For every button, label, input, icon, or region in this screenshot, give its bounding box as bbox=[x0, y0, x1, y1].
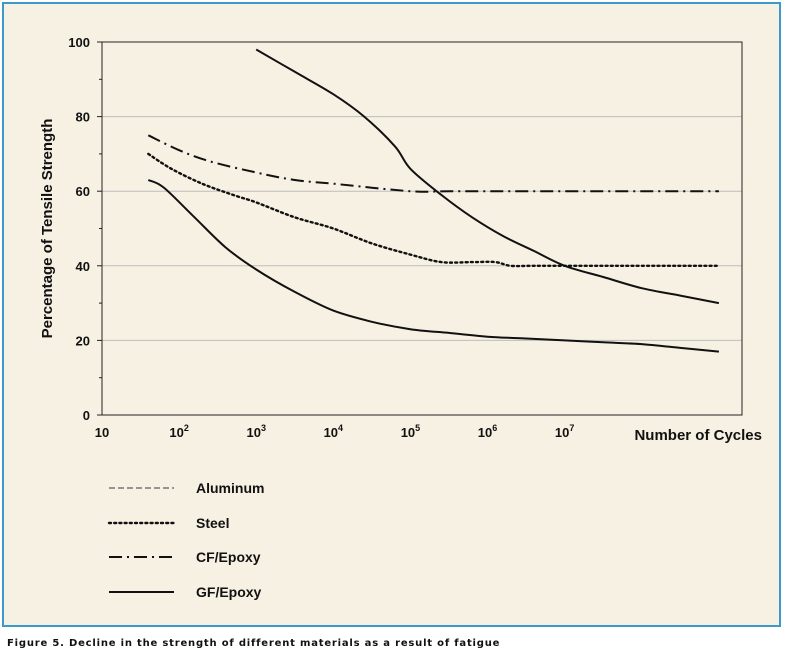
y-tick-label: 60 bbox=[76, 184, 90, 199]
legend-label-2: CF/Epoxy bbox=[196, 549, 261, 565]
grid-lines bbox=[102, 116, 742, 341]
y-axis-ticks: 0 20 40 60 80 100 bbox=[68, 35, 102, 423]
x-tick-label: 104 bbox=[324, 423, 343, 440]
y-tick-label: 80 bbox=[76, 110, 90, 125]
x-tick-label: 106 bbox=[478, 423, 497, 440]
y-tick-label: 0 bbox=[83, 408, 90, 423]
figure-caption: Figure 5. Decline in the strength of dif… bbox=[7, 638, 501, 649]
x-tick-label: 107 bbox=[555, 423, 574, 440]
plot-area bbox=[101, 41, 743, 416]
series-line-1 bbox=[147, 152, 721, 268]
series-line-3 bbox=[147, 179, 719, 353]
y-tick-label: 20 bbox=[76, 333, 90, 348]
x-axis-ticks: 10 102 103 104 105 106 107 bbox=[95, 423, 575, 440]
y-axis-title: Percentage of Tensile Strength bbox=[39, 119, 56, 339]
y-tick-label: 100 bbox=[68, 35, 90, 50]
legend-label-1: Steel bbox=[196, 515, 229, 531]
x-tick-label: 102 bbox=[169, 423, 188, 440]
legend: Aluminum Steel CF/Epoxy GF/Epoxy bbox=[107, 480, 264, 600]
series-lines bbox=[147, 48, 721, 353]
x-tick-label: 105 bbox=[401, 423, 420, 440]
x-tick-label: 10 bbox=[95, 425, 109, 440]
fatigue-chart: 0 20 40 60 80 100 10 102 103 104 105 106 107 Number… bbox=[39, 35, 762, 600]
y-tick-label: 40 bbox=[76, 259, 90, 274]
legend-label-3: GF/Epoxy bbox=[196, 584, 262, 600]
x-axis-title: Number of Cycles bbox=[634, 427, 762, 444]
x-tick-label: 103 bbox=[246, 423, 265, 440]
legend-label-0: Aluminum bbox=[196, 480, 264, 496]
series-line-2 bbox=[147, 134, 719, 193]
series-line-4 bbox=[255, 48, 720, 305]
figure-frame: 0 20 40 60 80 100 10 102 103 104 105 106 107 Number… bbox=[2, 2, 781, 627]
